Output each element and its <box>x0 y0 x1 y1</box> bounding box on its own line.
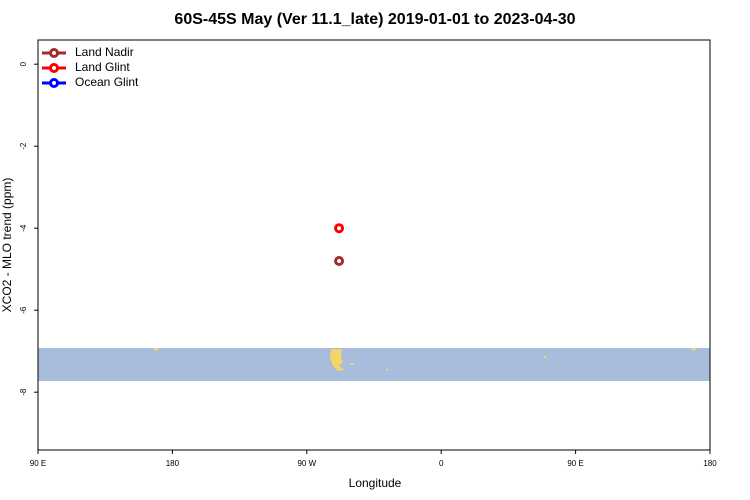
y-tick-label: -6 <box>19 306 28 314</box>
x-axis-label: Longitude <box>349 476 402 490</box>
x-tick-label: 90 E <box>567 459 583 468</box>
legend-label: Land Glint <box>75 60 130 74</box>
y-axis-label: XCO2 - MLO trend (ppm) <box>0 178 14 313</box>
x-tick-label: 90 W <box>297 459 316 468</box>
x-tick-label: 180 <box>703 459 717 468</box>
map-band <box>38 348 710 381</box>
point <box>334 255 345 266</box>
point <box>334 223 345 234</box>
legend-marker <box>49 48 59 58</box>
y-tick-label: -4 <box>19 224 28 232</box>
plot-frame <box>37 39 711 451</box>
y-tick-label: 0 <box>19 61 28 66</box>
x-tick-label: 180 <box>166 459 180 468</box>
legend-marker <box>49 63 59 73</box>
legend-label: Land Nadir <box>75 45 134 59</box>
chart-title: 60S-45S May (Ver 11.1_late) 2019-01-01 t… <box>174 11 575 28</box>
y-tick-label: -2 <box>19 142 28 150</box>
legend-marker <box>49 78 59 88</box>
x-tick-label: 90 E <box>30 459 46 468</box>
legend-label: Ocean Glint <box>75 75 139 89</box>
y-tick-label: -8 <box>19 388 28 396</box>
x-tick-label: 0 <box>439 459 444 468</box>
